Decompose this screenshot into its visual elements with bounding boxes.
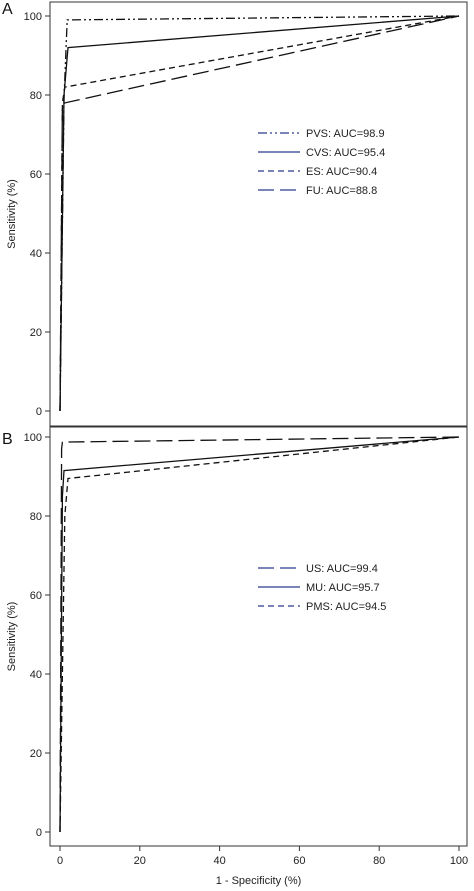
- series-line-A-2: [59, 15, 460, 412]
- y-tick-label: 40: [30, 248, 42, 260]
- panel-label-B: B: [2, 431, 13, 448]
- x-axis-label: 1 - Specificity (%): [216, 875, 302, 887]
- x-tick-label: 100: [450, 855, 468, 867]
- legend-label-A-0: PVS: AUC=98.9: [306, 128, 385, 140]
- series-line-A-3: [59, 15, 460, 412]
- series-line-B-1: [59, 436, 460, 833]
- legend-label-B-1: MU: AUC=95.7: [306, 582, 380, 594]
- legend-label-A-1: CVS: AUC=95.4: [306, 147, 385, 159]
- legend-label-B-2: PMS: AUC=94.5: [306, 601, 386, 613]
- plot-frame-B: [49, 426, 468, 847]
- series-line-B-0: [59, 436, 460, 833]
- y-tick-label: 0: [36, 406, 42, 418]
- x-tick-label: 80: [373, 855, 385, 867]
- y-tick-label: 60: [30, 590, 42, 602]
- y-tick-label: 80: [30, 511, 42, 523]
- y-tick-label: 20: [30, 327, 42, 339]
- y-tick-label: 20: [30, 748, 42, 760]
- series-line-A-0: [59, 15, 460, 412]
- series-line-A-1: [59, 15, 460, 412]
- y-axis-label-A: Sensitivity (%): [6, 179, 18, 249]
- y-axis-label-B: Sensitivity (%): [6, 602, 18, 672]
- y-tick-label: 0: [36, 827, 42, 839]
- panel-label-A: A: [2, 1, 13, 18]
- legend-label-B-0: US: AUC=99.4: [306, 563, 378, 575]
- plot-frame-A: [49, 1, 468, 427]
- y-tick-label: 80: [30, 90, 42, 102]
- series-line-B-2: [59, 436, 460, 833]
- y-tick-label: 40: [30, 669, 42, 681]
- x-tick-label: 60: [293, 855, 305, 867]
- legend-label-A-3: FU: AUC=88.8: [306, 185, 377, 197]
- x-tick-label: 0: [57, 855, 63, 867]
- y-tick-label: 60: [30, 169, 42, 181]
- y-tick-label: 100: [24, 432, 42, 444]
- legend-label-A-2: ES: AUC=90.4: [306, 166, 377, 178]
- y-tick-label: 100: [24, 11, 42, 23]
- x-tick-label: 40: [213, 855, 225, 867]
- x-tick-label: 20: [134, 855, 146, 867]
